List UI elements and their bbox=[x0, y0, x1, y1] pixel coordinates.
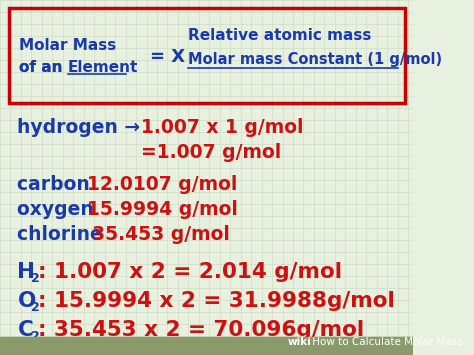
Text: =1.007 g/mol: =1.007 g/mol bbox=[141, 143, 282, 162]
Text: of an: of an bbox=[19, 60, 68, 75]
Text: 2: 2 bbox=[31, 272, 40, 285]
Text: 15.9994 g/mol: 15.9994 g/mol bbox=[87, 200, 238, 219]
Text: : 35.453 x 2 = 70.096g/mol: : 35.453 x 2 = 70.096g/mol bbox=[38, 320, 365, 340]
Text: 35.453 g/mol: 35.453 g/mol bbox=[91, 225, 229, 244]
Text: carbon: carbon bbox=[18, 175, 97, 194]
Text: 2: 2 bbox=[31, 330, 40, 343]
Text: 1.007 x 1 g/mol: 1.007 x 1 g/mol bbox=[141, 118, 304, 137]
Text: wiki: wiki bbox=[288, 337, 312, 347]
Text: 2: 2 bbox=[31, 301, 40, 314]
Text: Molar Mass: Molar Mass bbox=[19, 38, 117, 53]
Text: Molar mass Constant (1 g/mol): Molar mass Constant (1 g/mol) bbox=[188, 52, 442, 67]
Text: = X: = X bbox=[150, 48, 185, 66]
Text: How to Calculate Molar Mass: How to Calculate Molar Mass bbox=[309, 337, 462, 347]
Text: oxygen: oxygen bbox=[18, 200, 100, 219]
Text: of an: of an bbox=[19, 60, 68, 75]
Text: H: H bbox=[18, 262, 36, 282]
Text: 12.0107 g/mol: 12.0107 g/mol bbox=[87, 175, 237, 194]
Text: : 1.007 x 2 = 2.014 g/mol: : 1.007 x 2 = 2.014 g/mol bbox=[38, 262, 342, 282]
Text: Element: Element bbox=[68, 60, 138, 75]
Text: : 15.9994 x 2 = 31.9988g/mol: : 15.9994 x 2 = 31.9988g/mol bbox=[38, 291, 395, 311]
Bar bbox=[0, 337, 413, 355]
Text: hydrogen →: hydrogen → bbox=[18, 118, 147, 137]
Text: O: O bbox=[18, 291, 36, 311]
Text: chlorine: chlorine bbox=[18, 225, 109, 244]
Text: C: C bbox=[18, 320, 33, 340]
Text: Relative atomic mass: Relative atomic mass bbox=[188, 28, 371, 43]
